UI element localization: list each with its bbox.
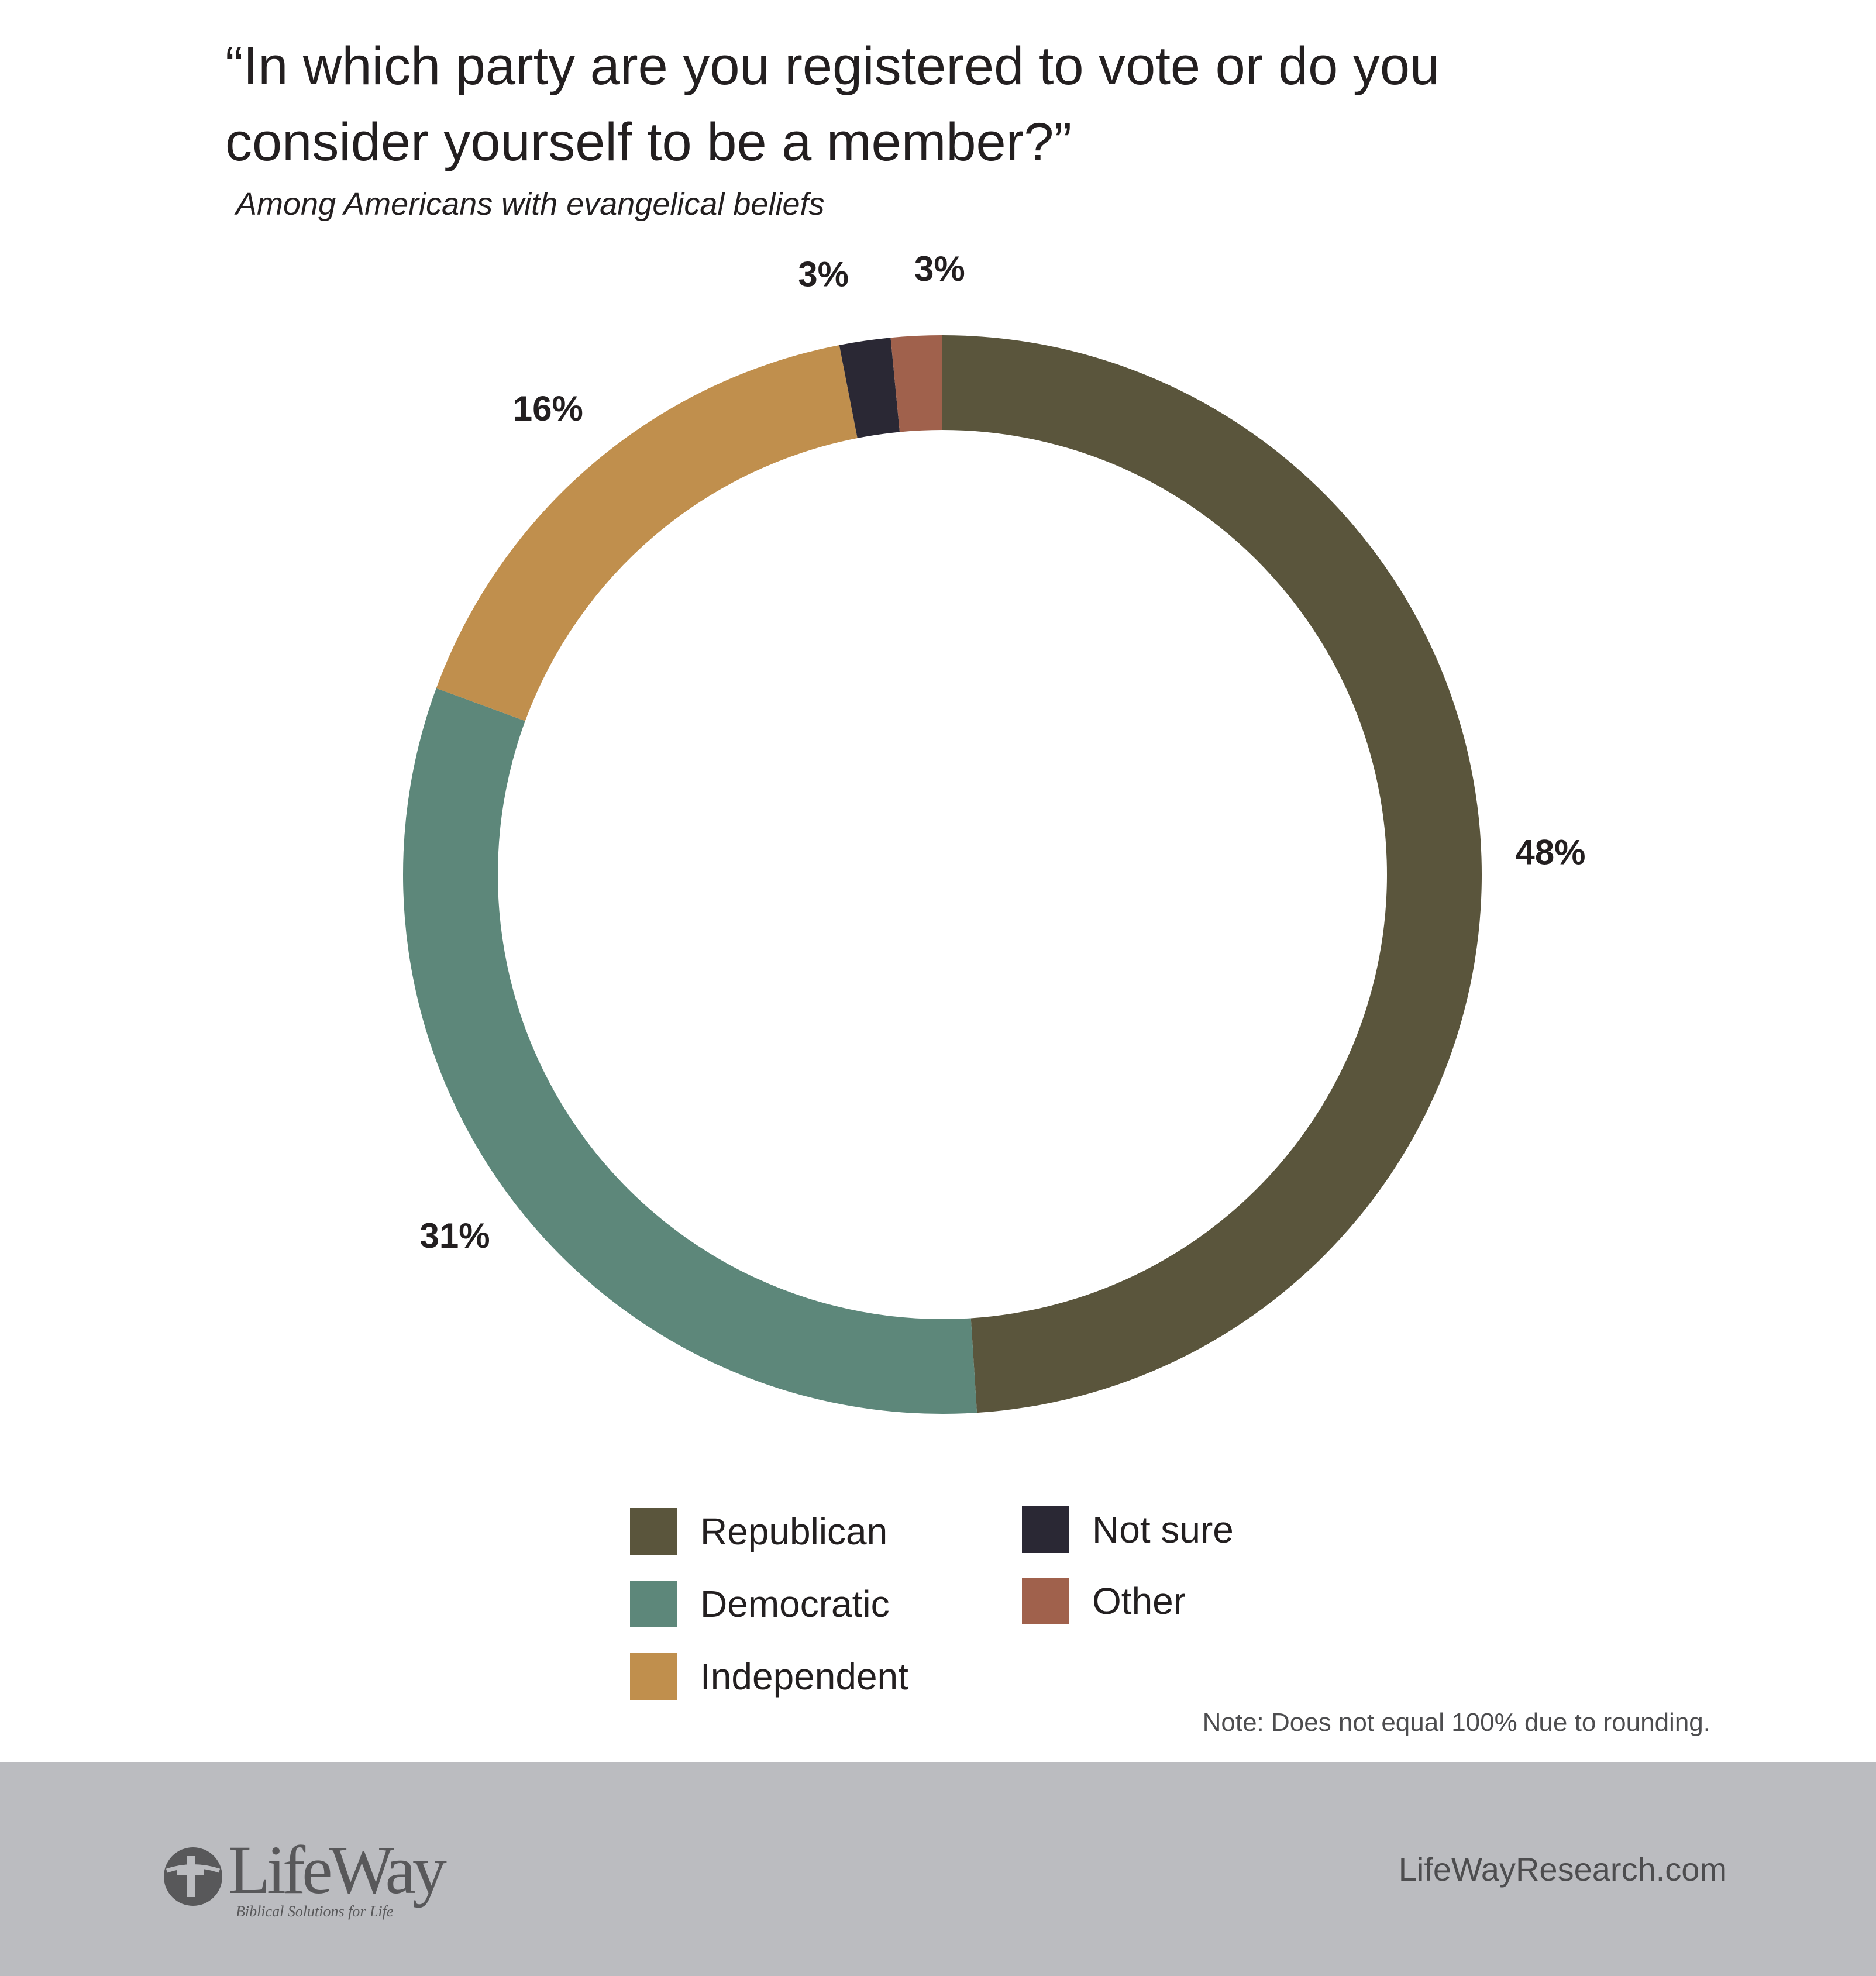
label-other: 3% — [914, 249, 965, 288]
legend-item-independent: Independent — [630, 1653, 908, 1700]
lifeway-globe-icon — [164, 1847, 222, 1906]
legend-item-not-sure: Not sure — [1022, 1506, 1234, 1553]
rounding-note: Note: Does not equal 100% due to roundin… — [1202, 1708, 1710, 1737]
legend-label-not-sure: Not sure — [1092, 1509, 1234, 1551]
legend-swatch-independent — [630, 1653, 677, 1700]
label-not-sure: 3% — [798, 255, 849, 294]
donut-labels: 48% 31% 16% 3% 3% — [419, 249, 1585, 1255]
slice-democratic — [402, 688, 977, 1414]
slice-independent — [436, 345, 858, 721]
donut-slices — [402, 335, 1482, 1414]
label-independent: 16% — [513, 389, 583, 428]
legend-swatch-republican — [630, 1508, 677, 1555]
legend-swatch-democratic — [630, 1581, 677, 1627]
slice-other — [890, 335, 942, 432]
site-link[interactable]: LifeWayResearch.com — [1398, 1851, 1727, 1888]
legend-label-republican: Republican — [700, 1510, 888, 1552]
legend-item-other: Other — [1022, 1578, 1186, 1624]
legend-swatch-not-sure — [1022, 1506, 1069, 1553]
logo-tagline: Biblical Solutions for Life — [236, 1903, 394, 1920]
legend-item-republican: Republican — [630, 1508, 887, 1555]
label-republican: 48% — [1515, 833, 1585, 872]
donut-chart: 48% 31% 16% 3% 3% — [402, 249, 1586, 1414]
chart-title: “In which party are you registered to vo… — [225, 36, 1440, 172]
legend-label-other: Other — [1092, 1580, 1186, 1622]
slice-not-sure — [839, 338, 900, 439]
legend-item-democratic: Democratic — [630, 1581, 890, 1627]
chart-subtitle: Among Americans with evangelical beliefs — [236, 187, 825, 222]
legend-swatch-other — [1022, 1578, 1069, 1624]
slice-republican — [942, 335, 1482, 1413]
legend-label-independent: Independent — [700, 1655, 908, 1698]
label-democratic: 31% — [419, 1216, 490, 1255]
logo-wordmark: LifeWay — [228, 1832, 447, 1908]
legend-label-democratic: Democratic — [700, 1583, 890, 1625]
lifeway-logo: LifeWay Biblical Solutions for Life — [161, 1832, 453, 1925]
footer: LifeWay Biblical Solutions for Life Life… — [0, 1762, 1876, 1976]
